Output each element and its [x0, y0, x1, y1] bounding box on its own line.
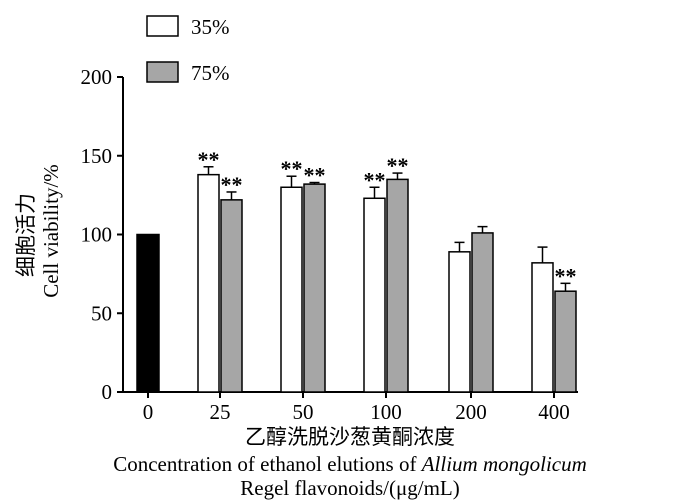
x-tick-label: 100: [370, 400, 402, 424]
y-axis-title-chinese: 细胞活力: [14, 193, 38, 277]
significance-mark: **: [281, 156, 303, 181]
bar: [220, 199, 243, 393]
bar: [554, 290, 577, 393]
x-tick-label: 25: [210, 400, 231, 424]
legend-swatch: [146, 61, 179, 83]
bar: [303, 183, 326, 393]
x-axis-title-english-line2: Regel flavonoids/(μg/mL): [240, 476, 460, 500]
x-tick-label: 50: [293, 400, 314, 424]
x-tick-label: 0: [143, 400, 154, 424]
x-axis-title-english-prefix: Concentration of ethanol elutions of: [113, 452, 422, 476]
bar-control: [136, 233, 160, 393]
x-axis-title-species: Allium mongolicum: [421, 452, 587, 476]
y-tick-label: 0: [102, 380, 113, 404]
x-axis-title-chinese: 乙醇洗脱沙葱黄酮浓度: [245, 425, 455, 449]
y-tick-label: 150: [81, 144, 113, 168]
significance-mark: **: [221, 172, 243, 197]
bar: [471, 232, 494, 393]
y-tick-label: 100: [81, 223, 113, 247]
x-tick-label: 200: [455, 400, 487, 424]
x-tick-label: 400: [538, 400, 570, 424]
legend-swatch: [146, 15, 179, 37]
bar: [197, 173, 220, 393]
significance-mark: **: [387, 153, 409, 178]
bar: [531, 262, 554, 393]
legend-label: 35%: [191, 15, 230, 39]
bar: [448, 251, 471, 393]
significance-mark: **: [198, 147, 220, 172]
bar: [280, 186, 303, 393]
bar-chart: 0 50 100 150 200 细胞活力 Cell viability/% 0 25 50 100…: [14, 15, 578, 424]
significance-mark: **: [555, 263, 577, 288]
significance-mark: **: [364, 167, 386, 192]
significance-mark: **: [304, 163, 326, 188]
y-axis-title-english: Cell viability/%: [39, 164, 63, 298]
x-axis-title-english: Concentration of ethanol elutions of All…: [0, 452, 700, 476]
y-tick-label: 50: [91, 301, 112, 325]
y-tick-label: 200: [81, 65, 113, 89]
bar: [386, 178, 409, 393]
bar: [363, 197, 386, 393]
legend-label: 75%: [191, 61, 230, 85]
